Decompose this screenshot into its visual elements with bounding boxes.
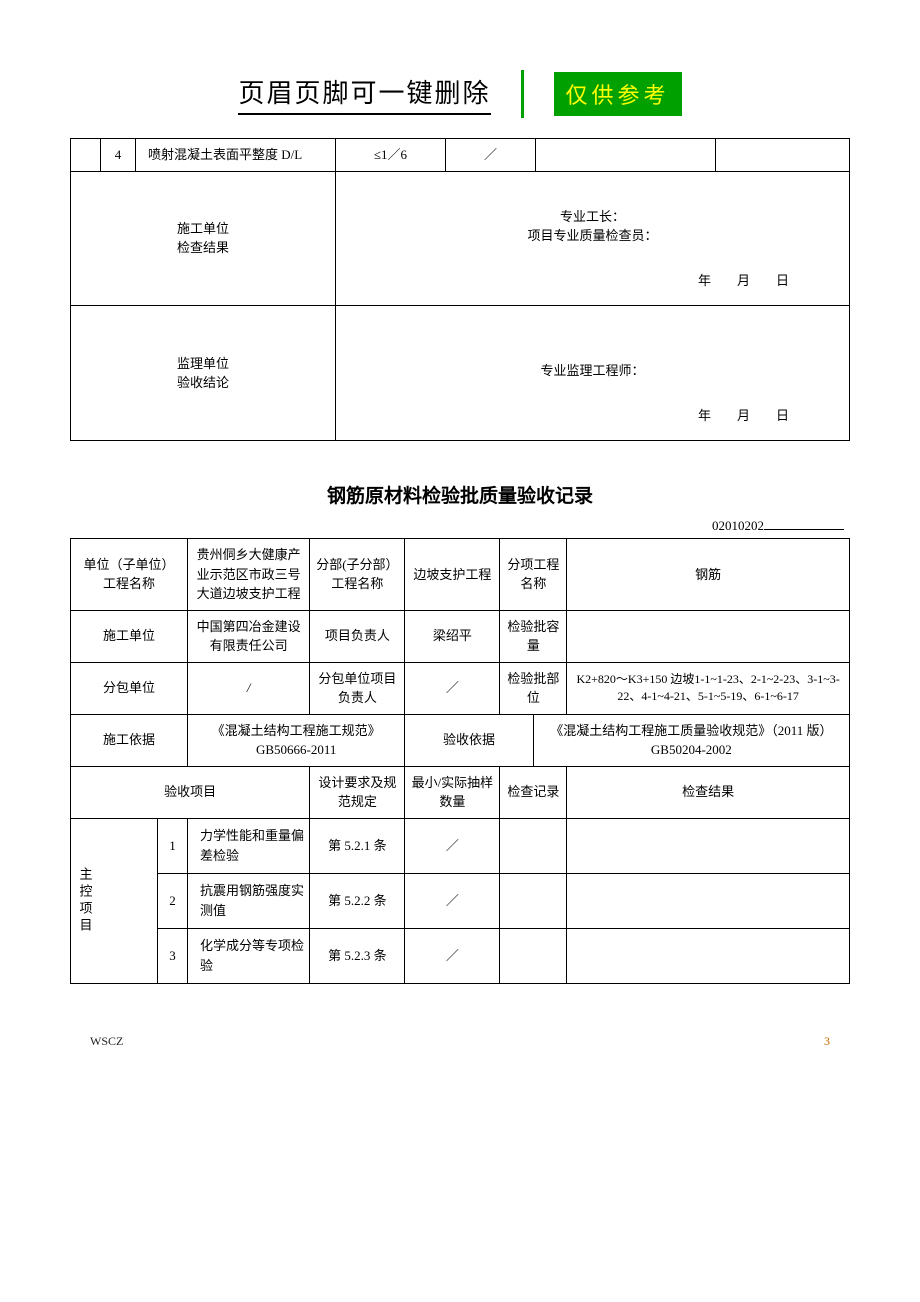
record-cell <box>500 873 567 928</box>
inspection-item: 力学性能和重量偏差检验 <box>188 818 310 873</box>
record-cell <box>500 818 567 873</box>
header-title: 页眉页脚可一键删除 <box>238 73 490 115</box>
item-number: 1 <box>158 818 188 873</box>
info-row: 施工单位 中国第四冶金建设有限责任公司 项目负责人 梁绍平 检验批容量 <box>71 610 850 662</box>
supervision-check-label: 监理单位 验收结论 <box>71 306 336 441</box>
sample-value: ／ <box>446 139 536 172</box>
date-label: 年 月 日 <box>356 271 829 291</box>
subcontractor-manager-label: 分包单位项目负责人 <box>310 662 405 714</box>
division-name-value: 边坡支护工程 <box>405 539 500 611</box>
inspection-item: 抗震用钢筋强度实测值 <box>188 873 310 928</box>
row-empty-cell <box>71 139 101 172</box>
main-control-row: 3 化学成分等专项检验 第 5.2.3 条 ／ <box>71 928 850 983</box>
inspection-header-row: 验收项目 设计要求及规范规定 最小/实际抽样数量 检查记录 检查结果 <box>71 766 850 818</box>
record-header: 检查记录 <box>500 766 567 818</box>
signature-lines: 专业监理工程师： <box>356 361 829 381</box>
date-label: 年 月 日 <box>356 406 829 426</box>
table-row: 4 喷射混凝土表面平整度 D/L ≤1／6 ／ <box>71 139 850 172</box>
signature-lines: 专业工长： 项目专业质量检查员： <box>356 207 829 246</box>
result-cell <box>567 873 850 928</box>
item-number: 3 <box>158 928 188 983</box>
subitem-name-value: 钢筋 <box>567 539 850 611</box>
subitem-name-label: 分项工程名称 <box>500 539 567 611</box>
record-cell <box>536 139 716 172</box>
supervision-signature-block: 专业监理工程师： 年 月 日 <box>336 306 850 441</box>
record-cell <box>500 928 567 983</box>
construction-basis-value: 《混凝土结构工程施工规范》GB50666-2011 <box>188 714 405 766</box>
header-divider <box>521 70 524 118</box>
unit-name-value: 贵州侗乡大健康产业示范区市政三号大道边坡支护工程 <box>188 539 310 611</box>
sample-qty: ／ <box>405 818 500 873</box>
subcontractor-manager-value: ／ <box>405 662 500 714</box>
spec-value: ≤1／6 <box>336 139 446 172</box>
section-title: 钢筋原材料检验批质量验收记录 <box>70 481 850 508</box>
result-cell <box>567 818 850 873</box>
acceptance-basis-label: 验收依据 <box>405 714 533 766</box>
project-manager-label: 项目负责人 <box>310 610 405 662</box>
main-control-row: 2 抗震用钢筋强度实测值 第 5.2.2 条 ／ <box>71 873 850 928</box>
construction-signature-block: 专业工长： 项目专业质量检查员： 年 月 日 <box>336 171 850 306</box>
batch-location-label: 检验批部位 <box>500 662 567 714</box>
acceptance-basis-value: 《混凝土结构工程施工质量验收规范》（2011 版）GB50204-2002 <box>533 714 849 766</box>
main-control-text: 主控项目 <box>75 867 95 935</box>
result-header: 检查结果 <box>567 766 850 818</box>
unit-name-label: 单位（子单位） 工程名称 <box>71 539 188 611</box>
inspection-item: 喷射混凝土表面平整度 D/L <box>136 139 336 172</box>
quality-inspector-label: 项目专业质量检查员： <box>356 226 829 246</box>
info-row: 施工依据 《混凝土结构工程施工规范》GB50666-2011 验收依据 《混凝土… <box>71 714 850 766</box>
sample-header: 最小/实际抽样数量 <box>405 766 500 818</box>
page-footer: WSCZ 3 <box>70 1034 850 1049</box>
spec-clause: 第 5.2.3 条 <box>310 928 405 983</box>
spec-header: 设计要求及规范规定 <box>310 766 405 818</box>
page-header: 页眉页脚可一键删除 仅供参考 <box>70 70 850 118</box>
info-row: 分包单位 / 分包单位项目负责人 ／ 检验批部位 K2+820～K3+150 边… <box>71 662 850 714</box>
form-number-blank <box>764 529 844 530</box>
batch-capacity-value <box>567 610 850 662</box>
supervising-engineer-label: 专业监理工程师： <box>356 361 829 381</box>
form-number-value: 02010202 <box>712 518 764 533</box>
main-control-label: 主控项目 <box>71 818 158 983</box>
construction-basis-label: 施工依据 <box>71 714 188 766</box>
top-table: 4 喷射混凝土表面平整度 D/L ≤1／6 ／ 施工单位 检查结果 专业工长： … <box>70 138 850 441</box>
header-badge: 仅供参考 <box>554 72 682 116</box>
sample-qty: ／ <box>405 873 500 928</box>
label-line: 监理单位 验收结论 <box>177 356 229 391</box>
item-number: 2 <box>158 873 188 928</box>
subcontractor-value: / <box>188 662 310 714</box>
footer-page-number: 3 <box>824 1034 830 1049</box>
construction-unit-label: 施工单位 <box>71 610 188 662</box>
main-table: 单位（子单位） 工程名称 贵州侗乡大健康产业示范区市政三号大道边坡支护工程 分部… <box>70 538 850 984</box>
footer-left: WSCZ <box>90 1034 123 1049</box>
inspection-item-header: 验收项目 <box>71 766 310 818</box>
spec-clause: 第 5.2.2 条 <box>310 873 405 928</box>
batch-capacity-label: 检验批容量 <box>500 610 567 662</box>
row-number: 4 <box>101 139 136 172</box>
main-control-row: 主控项目 1 力学性能和重量偏差检验 第 5.2.1 条 ／ <box>71 818 850 873</box>
sample-qty: ／ <box>405 928 500 983</box>
result-cell <box>716 139 850 172</box>
supervision-check-row: 监理单位 验收结论 专业监理工程师： 年 月 日 <box>71 306 850 441</box>
result-cell <box>567 928 850 983</box>
label-line: 施工单位 检查结果 <box>177 221 229 256</box>
info-row: 单位（子单位） 工程名称 贵州侗乡大健康产业示范区市政三号大道边坡支护工程 分部… <box>71 539 850 611</box>
inspection-item: 化学成分等专项检验 <box>188 928 310 983</box>
form-number: 02010202 <box>70 518 850 534</box>
batch-location-value: K2+820～K3+150 边坡1-1~1-23、2-1~2-23、3-1~3-… <box>567 662 850 714</box>
project-manager-value: 梁绍平 <box>405 610 500 662</box>
construction-check-label: 施工单位 检查结果 <box>71 171 336 306</box>
construction-unit-value: 中国第四冶金建设有限责任公司 <box>188 610 310 662</box>
construction-check-row: 施工单位 检查结果 专业工长： 项目专业质量检查员： 年 月 日 <box>71 171 850 306</box>
subcontractor-label: 分包单位 <box>71 662 188 714</box>
spec-clause: 第 5.2.1 条 <box>310 818 405 873</box>
division-name-label: 分部(子分部） 工程名称 <box>310 539 405 611</box>
foreman-label: 专业工长： <box>356 207 829 227</box>
